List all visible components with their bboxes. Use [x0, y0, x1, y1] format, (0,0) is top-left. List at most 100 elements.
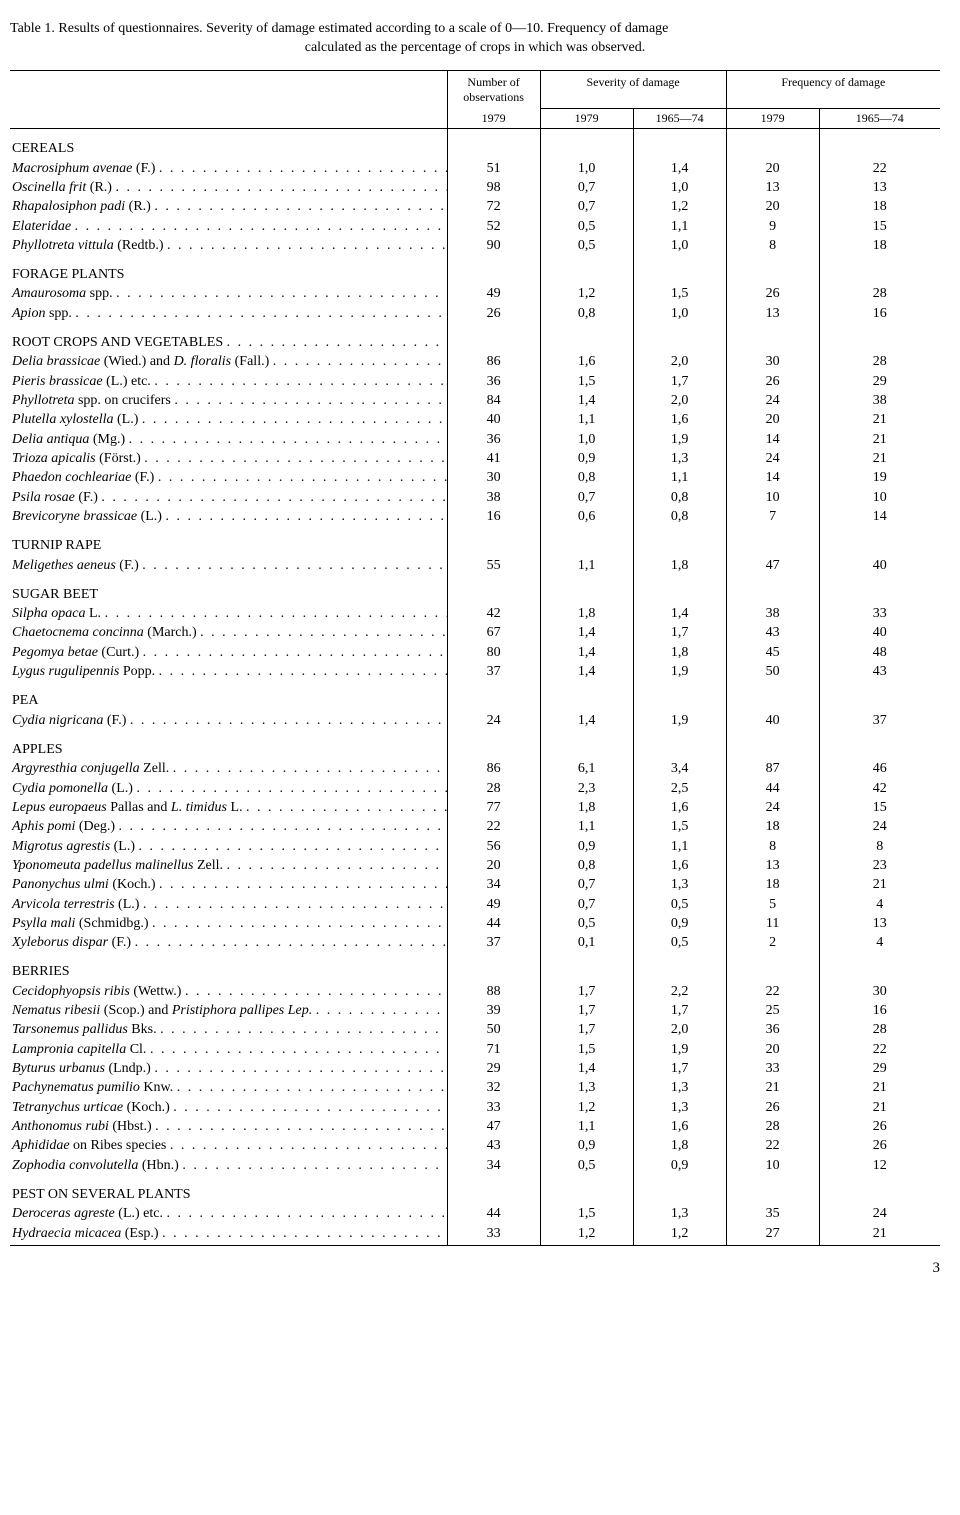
- data-cell: 24: [819, 1204, 940, 1223]
- data-cell: 40: [447, 410, 540, 429]
- data-cell: 1,8: [633, 643, 726, 662]
- data-cell: 46: [819, 759, 940, 778]
- section-title: BERRIES: [10, 952, 447, 981]
- data-cell: 1,3: [633, 449, 726, 468]
- section-title: SUGAR BEET: [10, 575, 447, 604]
- data-cell: 22: [726, 982, 819, 1001]
- data-cell: 26: [726, 372, 819, 391]
- data-cell: 77: [447, 798, 540, 817]
- data-cell: 1,7: [633, 1001, 726, 1020]
- data-cell: 0,8: [633, 507, 726, 526]
- data-cell: 0,1: [540, 933, 633, 952]
- data-cell: 1,5: [633, 817, 726, 836]
- data-cell: 18: [819, 236, 940, 255]
- data-cell: 1,1: [633, 217, 726, 236]
- hdr-freq-y1: 1979: [726, 109, 819, 129]
- table-row: Tetranychus urticae (Koch.) . . . . . . …: [10, 1098, 940, 1117]
- table-row: Deroceras agreste (L.) etc. . . . . . . …: [10, 1204, 940, 1223]
- data-cell: 1,5: [540, 1204, 633, 1223]
- data-cell: 86: [447, 759, 540, 778]
- table-row: Aphis pomi (Deg.) . . . . . . . . . . . …: [10, 817, 940, 836]
- table-row: Yponomeuta padellus malinellus Zell. . .…: [10, 856, 940, 875]
- data-cell: 0,7: [540, 875, 633, 894]
- data-cell: 37: [447, 662, 540, 681]
- data-cell: 1,6: [540, 352, 633, 371]
- data-cell: 34: [447, 875, 540, 894]
- species-cell: Migrotus agrestis (L.) . . . . . . . . .…: [10, 837, 447, 856]
- data-cell: 28: [819, 284, 940, 303]
- data-cell: 1,9: [633, 430, 726, 449]
- data-cell: 21: [819, 1098, 940, 1117]
- species-cell: Phyllotreta spp. on crucifers . . . . . …: [10, 391, 447, 410]
- section-title: PEST ON SEVERAL PLANTS: [10, 1175, 447, 1204]
- data-cell: 42: [819, 779, 940, 798]
- species-cell: Zophodia convolutella (Hbn.) . . . . . .…: [10, 1156, 447, 1175]
- data-cell: 67: [447, 623, 540, 642]
- data-cell: 21: [819, 1078, 940, 1097]
- data-cell: 29: [819, 1059, 940, 1078]
- data-cell: 22: [447, 817, 540, 836]
- data-cell: 55: [447, 556, 540, 575]
- data-cell: 26: [819, 1136, 940, 1155]
- data-cell: 1,1: [633, 468, 726, 487]
- species-cell: Oscinella frit (R.) . . . . . . . . . . …: [10, 178, 447, 197]
- species-cell: Delia brassicae (Wied.) and D. floralis …: [10, 352, 447, 371]
- species-cell: Cecidophyopsis ribis (Wettw.) . . . . . …: [10, 982, 447, 1001]
- table-row: Lygus rugulipennis Popp. . . . . . . . .…: [10, 662, 940, 681]
- data-cell: 1,4: [540, 623, 633, 642]
- data-cell: 15: [819, 217, 940, 236]
- data-cell: 88: [447, 982, 540, 1001]
- data-cell: 1,1: [540, 1117, 633, 1136]
- table-row: Phyllotreta vittula (Redtb.) . . . . . .…: [10, 236, 940, 255]
- table-row: Arvicola terrestris (L.) . . . . . . . .…: [10, 895, 940, 914]
- table-row: Chaetocnema concinna (March.) . . . . . …: [10, 623, 940, 642]
- data-cell: 1,6: [633, 856, 726, 875]
- data-cell: 38: [447, 488, 540, 507]
- data-cell: 1,1: [540, 410, 633, 429]
- data-cell: 1,3: [633, 1098, 726, 1117]
- species-cell: Trioza apicalis (Först.) . . . . . . . .…: [10, 449, 447, 468]
- data-cell: 84: [447, 391, 540, 410]
- species-cell: Delia antiqua (Mg.) . . . . . . . . . . …: [10, 430, 447, 449]
- data-cell: 21: [726, 1078, 819, 1097]
- table-row: Lepus europaeus Pallas and L. timidus L.…: [10, 798, 940, 817]
- table-row: Brevicoryne brassicae (L.) . . . . . . .…: [10, 507, 940, 526]
- data-cell: 44: [447, 914, 540, 933]
- data-cell: 0,7: [540, 895, 633, 914]
- data-cell: 1,4: [540, 662, 633, 681]
- species-cell: Apion spp. . . . . . . . . . . . . . . .…: [10, 304, 447, 323]
- data-cell: 18: [819, 197, 940, 216]
- species-cell: Nematus ribesii (Scop.) and Pristiphora …: [10, 1001, 447, 1020]
- data-cell: 87: [726, 759, 819, 778]
- caption-line1: Table 1. Results of questionnaires. Seve…: [10, 21, 668, 36]
- data-cell: 47: [447, 1117, 540, 1136]
- data-cell: 0,7: [540, 197, 633, 216]
- data-cell: 1,5: [633, 284, 726, 303]
- hdr-severity: Severity of damage: [540, 70, 726, 109]
- data-cell: 0,8: [540, 304, 633, 323]
- data-cell: 1,7: [633, 372, 726, 391]
- data-cell: 40: [819, 623, 940, 642]
- data-cell: 28: [447, 779, 540, 798]
- data-cell: 0,9: [633, 914, 726, 933]
- data-cell: 33: [726, 1059, 819, 1078]
- data-cell: 43: [726, 623, 819, 642]
- data-cell: 15: [819, 798, 940, 817]
- data-cell: 10: [726, 1156, 819, 1175]
- section-title: ROOT CROPS AND VEGETABLES . . . . . . . …: [10, 323, 447, 352]
- table-row: Byturus urbanus (Lndp.) . . . . . . . . …: [10, 1059, 940, 1078]
- species-cell: Xyleborus dispar (F.) . . . . . . . . . …: [10, 933, 447, 952]
- data-cell: 1,0: [633, 178, 726, 197]
- data-cell: 1,4: [540, 391, 633, 410]
- data-cell: 21: [819, 430, 940, 449]
- data-cell: 39: [447, 1001, 540, 1020]
- data-cell: 33: [819, 604, 940, 623]
- table-row: Zophodia convolutella (Hbn.) . . . . . .…: [10, 1156, 940, 1175]
- data-cell: 7: [726, 507, 819, 526]
- data-cell: 16: [819, 304, 940, 323]
- species-cell: Pegomya betae (Curt.) . . . . . . . . . …: [10, 643, 447, 662]
- table-row: Macrosiphum avenae (F.) . . . . . . . . …: [10, 159, 940, 178]
- species-cell: Hydraecia micacea (Esp.) . . . . . . . .…: [10, 1224, 447, 1246]
- data-cell: 1,6: [633, 410, 726, 429]
- table-row: Lampronia capitella Cl. . . . . . . . . …: [10, 1040, 940, 1059]
